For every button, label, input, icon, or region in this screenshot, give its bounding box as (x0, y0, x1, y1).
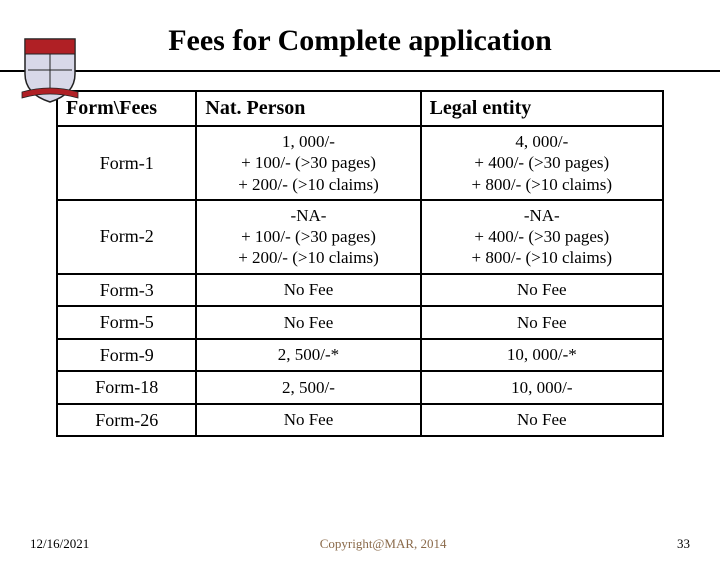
cell-legal: 4, 000/- + 400/- (>30 pages) + 800/- (>1… (421, 126, 663, 200)
table-row: Form-18 2, 500/- 10, 000/- (57, 371, 663, 404)
table-row: Form-3 No Fee No Fee (57, 274, 663, 307)
cell-nat: 1, 000/- + 100/- (>30 pages) + 200/- (>1… (196, 126, 420, 200)
footer-copyright: Copyright@MAR, 2014 (320, 536, 447, 552)
cell-legal: -NA- + 400/- (>30 pages) + 800/- (>10 cl… (421, 200, 663, 274)
fees-table: Form\Fees Nat. Person Legal entity Form-… (56, 90, 664, 437)
cell-nat: 2, 500/-* (196, 339, 420, 372)
slide-footer: 12/16/2021 Copyright@MAR, 2014 33 (0, 536, 720, 552)
footer-page: 33 (677, 536, 690, 552)
cell-form: Form-2 (57, 200, 196, 274)
table-row: Form-2 -NA- + 100/- (>30 pages) + 200/- … (57, 200, 663, 274)
cell-nat: 2, 500/- (196, 371, 420, 404)
cell-legal: 10, 000/- (421, 371, 663, 404)
cell-nat: -NA- + 100/- (>30 pages) + 200/- (>10 cl… (196, 200, 420, 274)
table-body: Form-1 1, 000/- + 100/- (>30 pages) + 20… (57, 126, 663, 436)
cell-form: Form-1 (57, 126, 196, 200)
org-logo (20, 34, 80, 104)
cell-nat: No Fee (196, 404, 420, 437)
table-header-row: Form\Fees Nat. Person Legal entity (57, 91, 663, 126)
table-row: Form-9 2, 500/-* 10, 000/-* (57, 339, 663, 372)
col-header-nat: Nat. Person (196, 91, 420, 126)
cell-form: Form-18 (57, 371, 196, 404)
cell-form: Form-9 (57, 339, 196, 372)
cell-nat: No Fee (196, 306, 420, 339)
cell-form: Form-3 (57, 274, 196, 307)
table-row: Form-5 No Fee No Fee (57, 306, 663, 339)
cell-legal: No Fee (421, 274, 663, 307)
page-title: Fees for Complete application (0, 24, 720, 58)
cell-nat: No Fee (196, 274, 420, 307)
table-row: Form-26 No Fee No Fee (57, 404, 663, 437)
col-header-legal: Legal entity (421, 91, 663, 126)
table-row: Form-1 1, 000/- + 100/- (>30 pages) + 20… (57, 126, 663, 200)
cell-legal: No Fee (421, 404, 663, 437)
cell-legal: No Fee (421, 306, 663, 339)
cell-form: Form-5 (57, 306, 196, 339)
cell-form: Form-26 (57, 404, 196, 437)
footer-date: 12/16/2021 (30, 536, 89, 552)
cell-legal: 10, 000/-* (421, 339, 663, 372)
fees-table-container: Form\Fees Nat. Person Legal entity Form-… (0, 72, 720, 437)
